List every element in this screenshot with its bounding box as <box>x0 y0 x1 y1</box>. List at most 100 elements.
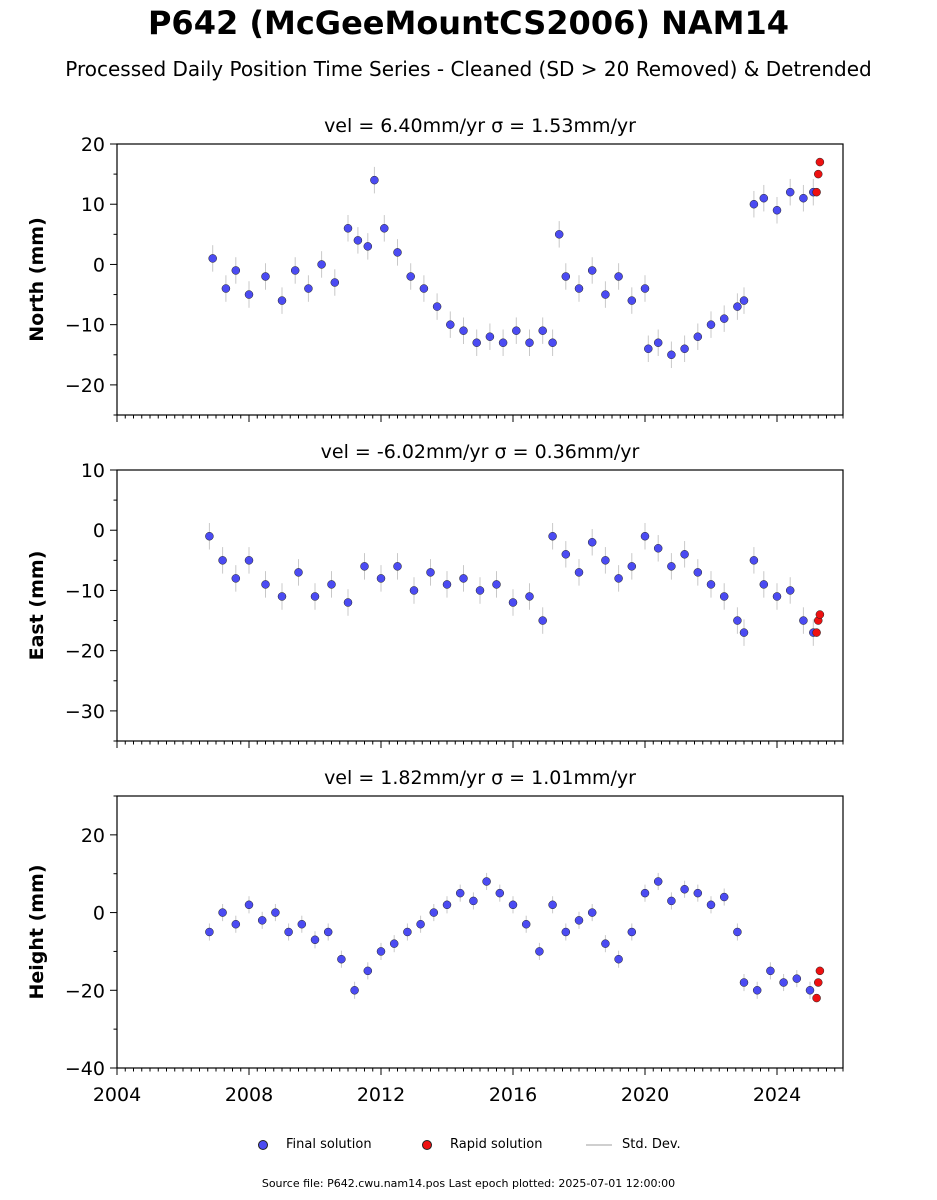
final-solution-point <box>680 550 689 559</box>
final-solution-point <box>363 966 373 976</box>
final-solution-point <box>327 580 336 589</box>
final-solution-point <box>380 224 389 233</box>
x-tick-label: 2020 <box>621 1084 669 1106</box>
final-solution-point <box>406 272 415 281</box>
final-solution-point <box>277 592 287 601</box>
x-tick-label: 2004 <box>93 1084 141 1106</box>
final-solution-point <box>749 556 759 565</box>
final-solution-point <box>459 326 468 335</box>
final-solution-point <box>733 927 742 937</box>
final-solution-point <box>601 290 610 299</box>
std-dev-line-icon <box>586 1143 612 1146</box>
y-tick-label: 20 <box>81 134 105 156</box>
y-tick-label: 10 <box>81 194 105 216</box>
final-solution-point <box>805 986 815 995</box>
final-solution-point <box>759 580 769 589</box>
final-solution-point <box>221 284 231 293</box>
rapid-solution-point <box>815 157 825 167</box>
final-solution-point <box>231 266 241 275</box>
final-solution-point <box>310 935 320 945</box>
final-solution-point <box>653 544 663 553</box>
final-solution-point <box>508 598 518 607</box>
final-solution-point <box>739 296 749 305</box>
final-solution-point <box>393 248 402 257</box>
legend-label-rapid: Rapid solution <box>450 1137 543 1152</box>
final-solution-point <box>323 927 333 937</box>
final-solution-point <box>492 580 501 589</box>
final-solution-point <box>614 272 623 281</box>
final-solution-point <box>244 900 254 910</box>
final-solution-point <box>294 568 303 577</box>
final-solution-point <box>627 296 637 305</box>
final-solution-marker-icon <box>258 1139 268 1150</box>
final-solution-point <box>693 568 703 577</box>
final-solution-point <box>785 187 795 197</box>
final-solution-point <box>785 586 795 595</box>
chart-subtitle: Processed Daily Position Time Series - C… <box>65 57 872 81</box>
final-solution-point <box>587 266 597 275</box>
final-solution-point <box>587 908 597 917</box>
final-solution-point <box>261 580 270 589</box>
final-solution-point <box>409 586 419 595</box>
legend-label-stddev: Std. Dev. <box>622 1137 681 1152</box>
final-solution-point <box>205 531 214 541</box>
final-solution-point <box>749 199 759 209</box>
x-tick-label: 2012 <box>357 1084 405 1106</box>
final-solution-point <box>257 916 267 925</box>
final-solution-point <box>271 908 280 917</box>
final-solution-point <box>393 562 402 571</box>
final-solution-point <box>469 896 478 906</box>
final-solution-point <box>548 338 557 347</box>
final-solution-point <box>525 592 534 601</box>
final-solution-point <box>561 272 571 281</box>
y-tick-label: −20 <box>65 375 105 397</box>
final-solution-point <box>719 592 729 601</box>
final-solution-point <box>261 272 270 281</box>
final-solution-point <box>205 927 214 937</box>
final-solution-point <box>667 562 676 571</box>
final-solution-point <box>772 592 782 601</box>
final-solution-point <box>653 338 663 347</box>
final-solution-point <box>432 302 442 311</box>
final-solution-point <box>426 568 435 577</box>
final-solution-point <box>208 254 217 263</box>
chart-title: P642 (McGeeMountCS2006) NAM14 <box>147 4 790 42</box>
y-tick-label: 0 <box>93 903 105 925</box>
final-solution-point <box>304 284 313 293</box>
final-solution-point <box>799 616 808 625</box>
final-solution-point <box>759 193 769 203</box>
final-solution-point <box>574 916 584 925</box>
final-solution-point <box>310 592 320 601</box>
final-solution-point <box>693 332 703 341</box>
final-solution-point <box>772 205 782 215</box>
final-solution-point <box>538 616 547 625</box>
final-solution-point <box>277 296 287 305</box>
x-tick-label: 2016 <box>489 1084 537 1106</box>
final-solution-point <box>535 947 544 956</box>
legend-item-final: Final solution <box>258 1137 372 1152</box>
final-solution-point <box>459 574 468 583</box>
final-solution-point <box>244 290 254 299</box>
final-solution-point <box>693 888 703 898</box>
final-solution-point <box>554 230 564 239</box>
final-solution-point <box>719 314 729 323</box>
final-solution-point <box>525 338 534 347</box>
final-solution-point <box>680 344 689 354</box>
final-solution-point <box>548 900 557 910</box>
rapid-solution-point <box>812 993 821 1003</box>
y-axis-label: East (mm) <box>26 551 48 661</box>
final-solution-point <box>548 531 557 541</box>
y-tick-label: −30 <box>65 701 105 723</box>
final-solution-point <box>739 978 749 987</box>
final-solution-point <box>337 954 346 964</box>
final-solution-point <box>290 266 300 275</box>
final-solution-point <box>680 885 689 894</box>
y-tick-label: −20 <box>65 641 105 663</box>
final-solution-point <box>640 284 650 293</box>
final-solution-point <box>733 302 742 311</box>
y-tick-label: −10 <box>65 315 105 337</box>
legend-label-final: Final solution <box>286 1137 372 1152</box>
final-solution-point <box>350 986 359 995</box>
final-solution-point <box>779 978 788 987</box>
